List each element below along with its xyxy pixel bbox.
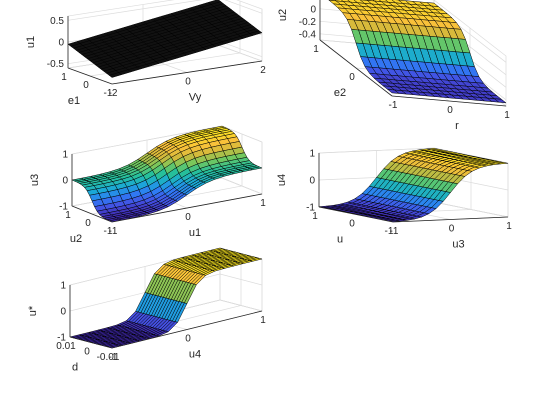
- x-axis-line: [391, 95, 507, 107]
- z-tick-label: 1: [309, 149, 315, 160]
- z-gridline-2: [67, 0, 263, 21]
- x-tick-label: 1: [504, 110, 510, 121]
- y-tick-label: -0.01: [97, 352, 120, 363]
- x-tick-label: 0: [447, 105, 453, 116]
- x-tick-label: 0: [185, 212, 191, 223]
- x-axis-label: u4: [189, 349, 201, 361]
- surface-u4: [318, 148, 509, 222]
- x-axis-label: r: [455, 120, 459, 132]
- x-tick-label: 1: [506, 221, 512, 232]
- surface-patch: [249, 166, 263, 171]
- z-tick-label: 0: [309, 176, 315, 187]
- y-axis-line: [71, 205, 113, 223]
- x-tick-label: -1: [109, 352, 118, 363]
- x-tick-label: -1: [390, 226, 399, 237]
- x-axis-line: [111, 193, 263, 223]
- z-tick-label: 0.5: [50, 16, 64, 27]
- y-axis-line: [69, 336, 113, 349]
- x-tick-label: -1: [389, 100, 398, 111]
- axes-lines: [318, 153, 509, 223]
- x-tick-label: 0: [185, 334, 191, 345]
- y-tick-label: -1: [385, 226, 394, 237]
- surface-patch: [495, 162, 509, 165]
- y-axis-label: e1: [68, 95, 80, 107]
- y-axis-label: u: [337, 234, 343, 246]
- y-axis-label: e2: [334, 87, 346, 99]
- z-axis-label: u3: [29, 174, 41, 186]
- x-axis-line: [111, 310, 263, 349]
- z-tick-label: 1: [60, 281, 66, 292]
- x-axis-label: Vy: [189, 92, 202, 104]
- z-tick-label: -1: [59, 202, 68, 213]
- y-axis-label: d: [72, 362, 78, 374]
- y-tick-label: 1: [312, 211, 318, 222]
- y-tick-label: 0: [83, 80, 89, 91]
- y-axis-line: [319, 39, 393, 97]
- x-axis-line: [392, 216, 509, 223]
- y-tick-label: 1: [65, 210, 71, 221]
- z-axis-label: u1: [25, 36, 37, 48]
- y-axis-label: u2: [70, 233, 82, 245]
- y-tick-label: -1: [104, 88, 113, 99]
- z-tick-label: 0: [58, 38, 64, 49]
- surface-patch: [249, 30, 263, 36]
- x-axis-line: [111, 60, 263, 85]
- z-tick-label: 0: [60, 307, 66, 318]
- z-tick-label: 0.2: [302, 0, 316, 3]
- y-tick-label: 1: [61, 72, 67, 83]
- surface-u2: [328, 0, 507, 104]
- x-tick-label: 1: [260, 198, 266, 209]
- y-axis-line: [67, 67, 113, 85]
- surface-u1: [67, 0, 263, 78]
- y-tick-label: 1: [313, 44, 319, 55]
- z-tick-label: -0.5: [47, 59, 65, 70]
- axes-lines: [69, 285, 263, 349]
- y-tick-label: 0: [85, 218, 91, 229]
- subplot-ustar: -1 0 1 0.01 0 -0.01 1 0 -1 u4 d u*: [27, 247, 266, 374]
- x-tick-label: 0: [185, 77, 191, 88]
- z-axis-label: u2: [277, 9, 289, 21]
- z-tick-label: 0: [62, 176, 68, 187]
- surface-u3: [71, 125, 263, 223]
- x-tick-label: 1: [260, 315, 266, 326]
- axes-lines: [71, 154, 263, 223]
- surface-patch: [249, 258, 263, 262]
- z-tick-label: -0.4: [299, 29, 317, 40]
- y-tick-label: 0: [84, 347, 90, 358]
- x-tick-label: 2: [260, 65, 266, 76]
- x-axis-label: u1: [189, 227, 201, 239]
- axes-lines: [67, 16, 263, 85]
- z-tick-label: -1: [306, 203, 315, 214]
- z-tick-label: 1: [62, 150, 68, 161]
- z-axis-label: u4: [276, 174, 288, 186]
- x-tick-label: -1: [109, 226, 118, 237]
- y-tick-label: 0.01: [56, 341, 76, 352]
- x-tick-label: 0: [449, 224, 455, 235]
- y-axis-line: [318, 206, 394, 223]
- z-tick-label: -0.2: [299, 17, 317, 28]
- plot-grid: -202-101-0.500.5Vye1u1-101100.20-0.2-0.4…: [25, 0, 512, 374]
- subplot-u1: -2 0 2 -1 0 1 -0.5 0 0.5 Vy e1 u1: [25, 0, 266, 107]
- y-tick-label: 0: [349, 219, 355, 230]
- surface-patch: [494, 98, 507, 104]
- y-tick-label: 0: [349, 72, 355, 83]
- z-tick-label: 0: [310, 4, 316, 15]
- surface-ustar: [69, 247, 263, 349]
- z-axis-label: u*: [27, 305, 39, 316]
- y-tick-label: -1: [104, 226, 113, 237]
- axes-lines: [319, 0, 507, 107]
- x-axis-label: u3: [452, 239, 464, 251]
- x-tick-label: -2: [109, 88, 118, 99]
- z-tick-label: -1: [57, 333, 66, 344]
